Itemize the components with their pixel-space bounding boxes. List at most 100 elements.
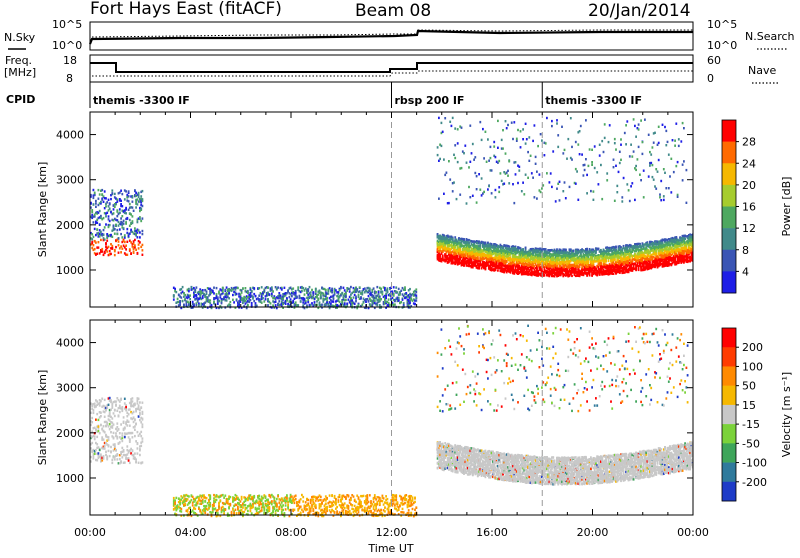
echo-cell xyxy=(114,206,116,208)
echo-cell xyxy=(282,298,284,300)
echo-cell xyxy=(565,249,567,251)
echo-cell xyxy=(398,300,400,302)
echo-cell xyxy=(615,246,617,248)
echo-cell xyxy=(388,298,390,300)
echo-cell xyxy=(114,250,116,252)
echo-cell xyxy=(116,198,118,200)
echo-cell xyxy=(134,239,136,241)
echo-cell xyxy=(103,234,105,236)
echo-cell xyxy=(114,233,116,235)
echo-cell xyxy=(314,304,316,306)
echo-cell xyxy=(121,236,123,238)
echo-cell xyxy=(125,212,127,214)
echo-cell xyxy=(139,241,141,243)
echo-cell xyxy=(95,241,97,243)
echo-cell xyxy=(415,291,417,293)
echo-cell xyxy=(116,233,118,235)
echo-cell xyxy=(213,287,215,289)
echo-cell xyxy=(415,288,417,290)
echo-cell xyxy=(128,235,130,237)
echo-cell xyxy=(596,274,598,276)
echo-cell xyxy=(311,289,313,291)
echo-cell xyxy=(99,193,101,195)
echo-cell xyxy=(101,248,103,250)
echo-cell xyxy=(121,248,123,250)
echo-cell xyxy=(415,297,417,299)
echo-cell xyxy=(339,301,341,303)
echo-cell xyxy=(402,299,404,301)
echo-cell xyxy=(217,303,219,305)
echo-cell xyxy=(216,293,218,295)
echo-cell xyxy=(93,221,95,223)
echo-cell xyxy=(263,290,265,292)
echo-cell xyxy=(297,304,299,306)
echo-cell xyxy=(250,299,252,301)
echo-cell xyxy=(277,286,279,288)
echo-cell xyxy=(111,192,113,194)
echo-cell xyxy=(211,304,213,306)
echo-cell xyxy=(137,221,139,223)
echo-cell xyxy=(333,301,335,303)
echo-cell xyxy=(216,287,218,289)
echo-cell xyxy=(138,243,140,245)
echo-cell xyxy=(137,203,139,205)
echo-cell xyxy=(142,230,144,232)
echo-cell xyxy=(403,302,405,304)
echo-cell xyxy=(373,287,375,289)
echo-cell xyxy=(188,288,190,290)
echo-cell xyxy=(121,193,123,195)
echo-cell xyxy=(123,223,125,225)
echo-cell xyxy=(116,201,118,203)
echo-cell xyxy=(311,302,313,304)
echo-cell xyxy=(109,208,111,210)
echo-cell xyxy=(286,299,288,301)
echo-cell xyxy=(111,245,113,247)
echo-cell xyxy=(100,201,102,203)
date-title: 20/Jan/2014 xyxy=(588,1,691,21)
echo-cell xyxy=(261,286,263,288)
echo-cell xyxy=(124,236,126,238)
echo-cell xyxy=(118,244,120,246)
echo-cell xyxy=(140,208,142,210)
echo-cell xyxy=(297,286,299,288)
echo-cell xyxy=(179,304,181,306)
nsearch-tick-top: 10^5 xyxy=(707,18,737,31)
echo-cell xyxy=(251,302,253,304)
echo-cell xyxy=(125,222,127,224)
echo-cell xyxy=(598,248,600,250)
echo-cell xyxy=(305,302,307,304)
echo-cell xyxy=(327,292,329,294)
echo-cell xyxy=(304,298,306,300)
echo-cell xyxy=(236,293,238,295)
echo-cell xyxy=(233,301,235,303)
echo-cell xyxy=(600,262,602,264)
echo-cell xyxy=(132,196,134,198)
echo-cell xyxy=(365,301,367,303)
echo-cell xyxy=(192,301,194,303)
echo-cell xyxy=(139,231,141,233)
echo-cell xyxy=(301,290,303,292)
echo-cell xyxy=(175,291,177,293)
echo-cell xyxy=(284,287,286,289)
echo-cell xyxy=(232,294,234,296)
echo-cell xyxy=(345,295,347,297)
echo-cell xyxy=(196,294,198,296)
echo-cell xyxy=(571,275,573,277)
echo-cell xyxy=(134,227,136,229)
echo-cell xyxy=(512,267,514,269)
echo-cell xyxy=(94,192,96,194)
echo-cell xyxy=(99,224,101,226)
echo-cell xyxy=(106,250,108,252)
echo-cell xyxy=(255,295,257,297)
echo-cell xyxy=(129,248,131,250)
echo-cell xyxy=(101,198,103,200)
echo-cell xyxy=(353,296,355,298)
echo-cell xyxy=(140,195,142,197)
echo-cell xyxy=(608,260,610,262)
echo-cell xyxy=(99,210,101,212)
echo-cell xyxy=(385,295,387,297)
echo-cell xyxy=(114,228,116,230)
echo-cell xyxy=(326,297,328,299)
echo-cell xyxy=(375,291,377,293)
